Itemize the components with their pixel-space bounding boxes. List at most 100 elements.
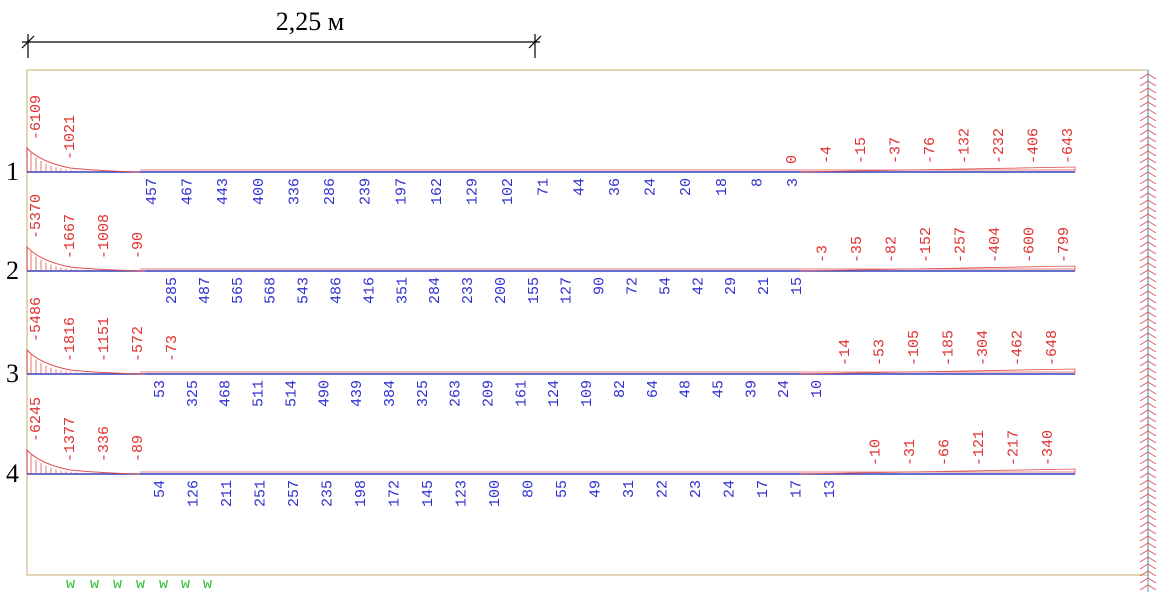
support-arrow bbox=[1139, 234, 1157, 241]
support-arrow bbox=[1139, 500, 1157, 507]
value-label: 284 bbox=[427, 277, 444, 304]
value-label: 568 bbox=[263, 277, 280, 304]
support-arrow bbox=[1139, 472, 1157, 479]
value-label: 53 bbox=[152, 380, 169, 398]
value-label: -31 bbox=[902, 439, 919, 466]
value-label: 49 bbox=[588, 480, 605, 498]
value-label: -304 bbox=[975, 330, 992, 366]
support-arrow bbox=[1139, 227, 1157, 234]
support-arrow bbox=[1139, 423, 1157, 430]
scale-label: 2,25 м bbox=[276, 7, 344, 36]
support-arrow bbox=[1139, 444, 1157, 451]
value-label: -4 bbox=[819, 146, 836, 164]
value-label: -406 bbox=[1026, 128, 1043, 164]
value-label: 102 bbox=[500, 178, 517, 205]
value-label: 443 bbox=[215, 178, 232, 205]
support-arrow bbox=[1139, 528, 1157, 535]
value-label: -35 bbox=[849, 236, 866, 263]
svg-text:w: w bbox=[66, 576, 75, 593]
value-label: -217 bbox=[1006, 430, 1023, 466]
support-arrow bbox=[1139, 381, 1157, 388]
support-arrow bbox=[1139, 409, 1157, 416]
support-arrow bbox=[1139, 570, 1157, 577]
value-label: 71 bbox=[536, 178, 553, 196]
support-arrow bbox=[1139, 80, 1157, 87]
value-label: 31 bbox=[621, 480, 638, 498]
value-label: 172 bbox=[387, 480, 404, 507]
value-label: 161 bbox=[513, 380, 530, 407]
value-label: -6245 bbox=[28, 397, 45, 442]
value-label: 24 bbox=[722, 480, 739, 498]
svg-text:w: w bbox=[203, 576, 212, 593]
support-arrow bbox=[1139, 402, 1157, 409]
support-arrow bbox=[1139, 255, 1157, 262]
value-label: 24 bbox=[643, 178, 660, 196]
support-arrow bbox=[1139, 311, 1157, 318]
support-arrow bbox=[1139, 360, 1157, 367]
value-label: 100 bbox=[487, 480, 504, 507]
support-arrow bbox=[1139, 185, 1157, 192]
value-label: 48 bbox=[678, 380, 695, 398]
value-label: 487 bbox=[197, 277, 214, 304]
support-arrows bbox=[1139, 73, 1157, 591]
support-arrow bbox=[1139, 430, 1157, 437]
value-label: 13 bbox=[822, 480, 839, 498]
value-label: 54 bbox=[657, 277, 674, 295]
support-arrow bbox=[1139, 458, 1157, 465]
value-label: 325 bbox=[415, 380, 432, 407]
value-label: 565 bbox=[230, 277, 247, 304]
value-label: 17 bbox=[789, 480, 806, 498]
value-label: -462 bbox=[1010, 330, 1027, 366]
support-arrow bbox=[1139, 94, 1157, 101]
value-label: 468 bbox=[218, 380, 235, 407]
value-label: 416 bbox=[361, 277, 378, 304]
support-arrow bbox=[1139, 115, 1157, 122]
value-label: -1667 bbox=[62, 214, 79, 259]
value-label: 286 bbox=[322, 178, 339, 205]
value-label: 21 bbox=[756, 277, 773, 295]
support-arrow bbox=[1139, 556, 1157, 563]
support-arrow bbox=[1139, 367, 1157, 374]
value-label: 23 bbox=[688, 480, 705, 498]
value-label: 511 bbox=[251, 380, 268, 407]
hatch-right bbox=[799, 265, 1076, 272]
value-label: 198 bbox=[353, 480, 370, 507]
value-label: -6109 bbox=[28, 95, 45, 140]
value-label: 39 bbox=[743, 380, 760, 398]
value-label: 263 bbox=[448, 380, 465, 407]
support-arrow bbox=[1139, 507, 1157, 514]
support-arrow bbox=[1139, 150, 1157, 157]
value-label: 15 bbox=[789, 277, 806, 295]
support-arrow bbox=[1139, 157, 1157, 164]
value-label: -121 bbox=[971, 430, 988, 466]
value-label: 29 bbox=[723, 277, 740, 295]
row-label: 2 bbox=[6, 256, 19, 285]
value-label: 155 bbox=[526, 277, 543, 304]
value-label: -15 bbox=[853, 137, 870, 164]
value-label: 490 bbox=[316, 380, 333, 407]
svg-text:w: w bbox=[159, 576, 168, 593]
value-label: -10 bbox=[868, 439, 885, 466]
value-label: 200 bbox=[493, 277, 510, 304]
value-label: -643 bbox=[1060, 128, 1077, 164]
support-arrow bbox=[1139, 248, 1157, 255]
value-label: 18 bbox=[714, 178, 731, 196]
value-label: 72 bbox=[625, 277, 642, 295]
hatch-right bbox=[799, 166, 1076, 173]
value-label: 233 bbox=[460, 277, 477, 304]
support-arrow bbox=[1139, 479, 1157, 486]
value-label: -648 bbox=[1044, 330, 1061, 366]
value-label: 8 bbox=[749, 178, 766, 187]
support-arrow bbox=[1139, 535, 1157, 542]
support-arrow bbox=[1139, 521, 1157, 528]
value-label: -73 bbox=[164, 335, 181, 362]
value-label: -600 bbox=[1022, 227, 1039, 263]
support-arrow bbox=[1139, 213, 1157, 220]
hatch-right bbox=[799, 368, 1076, 375]
support-arrow bbox=[1139, 465, 1157, 472]
support-arrow bbox=[1139, 192, 1157, 199]
value-label: 80 bbox=[521, 480, 538, 498]
value-label: 64 bbox=[645, 380, 662, 398]
value-label: 257 bbox=[286, 480, 303, 507]
